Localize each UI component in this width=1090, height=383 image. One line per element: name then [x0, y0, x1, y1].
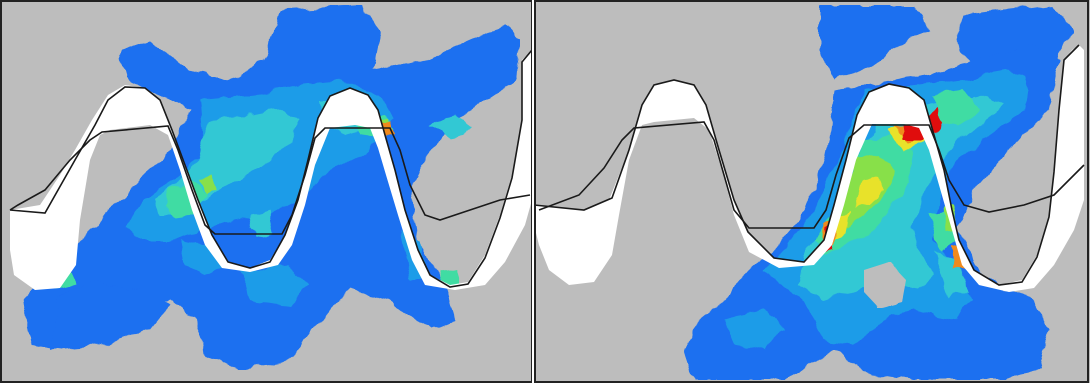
gear-teeth-right: [534, 45, 1084, 292]
panel-divider: [532, 0, 534, 383]
gear-teeth-left: [10, 50, 532, 290]
right-contour-panel: [534, 0, 1090, 383]
left-contour-plot: [0, 0, 532, 383]
gear-outlines-left: [9, 49, 532, 288]
right-panel-frame: [534, 0, 1089, 383]
stress-field-right: [684, 5, 1074, 380]
left-panel-frame: [0, 0, 532, 383]
gear-outlines-right: [534, 44, 1085, 286]
right-contour-plot: [534, 0, 1090, 383]
left-contour-panel: [0, 0, 532, 383]
